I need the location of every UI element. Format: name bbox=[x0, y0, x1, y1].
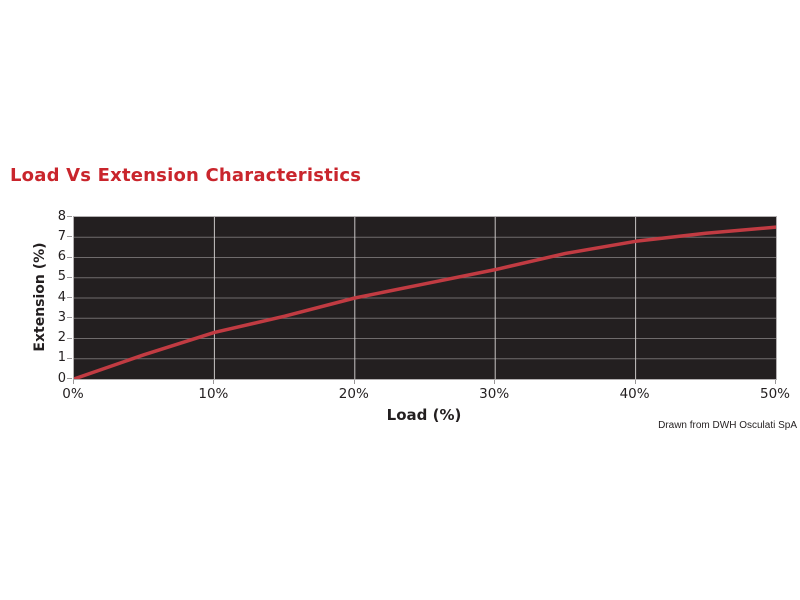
chart-title: Load Vs Extension Characteristics bbox=[10, 165, 362, 186]
y-tick-label: 5 bbox=[57, 269, 66, 285]
y-tick-label: 4 bbox=[57, 289, 66, 305]
y-tickmark bbox=[67, 337, 72, 339]
y-tickmark bbox=[67, 216, 72, 217]
y-tick-label: 3 bbox=[57, 309, 66, 325]
plot-area bbox=[73, 216, 777, 380]
y-tickmark bbox=[67, 378, 72, 379]
x-tick-label: 10% bbox=[198, 386, 229, 402]
y-tick-label: 1 bbox=[57, 350, 66, 366]
y-tickmark bbox=[67, 297, 72, 298]
footnote-credit: Drawn from DWH Osculati SpA bbox=[658, 420, 797, 431]
y-tickmark bbox=[67, 256, 72, 258]
x-tickmark bbox=[634, 380, 636, 384]
x-tick-label: 30% bbox=[479, 386, 510, 402]
x-tick-label: 20% bbox=[338, 386, 369, 402]
x-tick-label: 40% bbox=[619, 386, 650, 402]
y-tick-label: 6 bbox=[57, 249, 66, 264]
y-tick-label: 7 bbox=[57, 228, 66, 244]
x-axis-title: Load (%) bbox=[386, 406, 462, 424]
y-tickmark bbox=[67, 276, 72, 278]
x-tickmark bbox=[494, 380, 496, 384]
x-tick-label: 0% bbox=[62, 386, 84, 402]
y-tickmark bbox=[67, 317, 72, 319]
y-tick-label: 0 bbox=[57, 370, 66, 386]
y-tickmark bbox=[67, 357, 72, 359]
extension-vs-load-curve bbox=[74, 217, 776, 379]
x-tickmark bbox=[775, 380, 776, 384]
x-tick-label: 50% bbox=[759, 386, 790, 402]
y-tickmark bbox=[67, 236, 72, 238]
x-tickmark bbox=[73, 380, 74, 384]
data-series-line bbox=[74, 225, 776, 379]
x-tickmark bbox=[353, 380, 355, 384]
y-tick-label: 2 bbox=[57, 330, 66, 345]
x-tickmark bbox=[213, 380, 215, 384]
y-tick-label: 8 bbox=[57, 208, 66, 224]
